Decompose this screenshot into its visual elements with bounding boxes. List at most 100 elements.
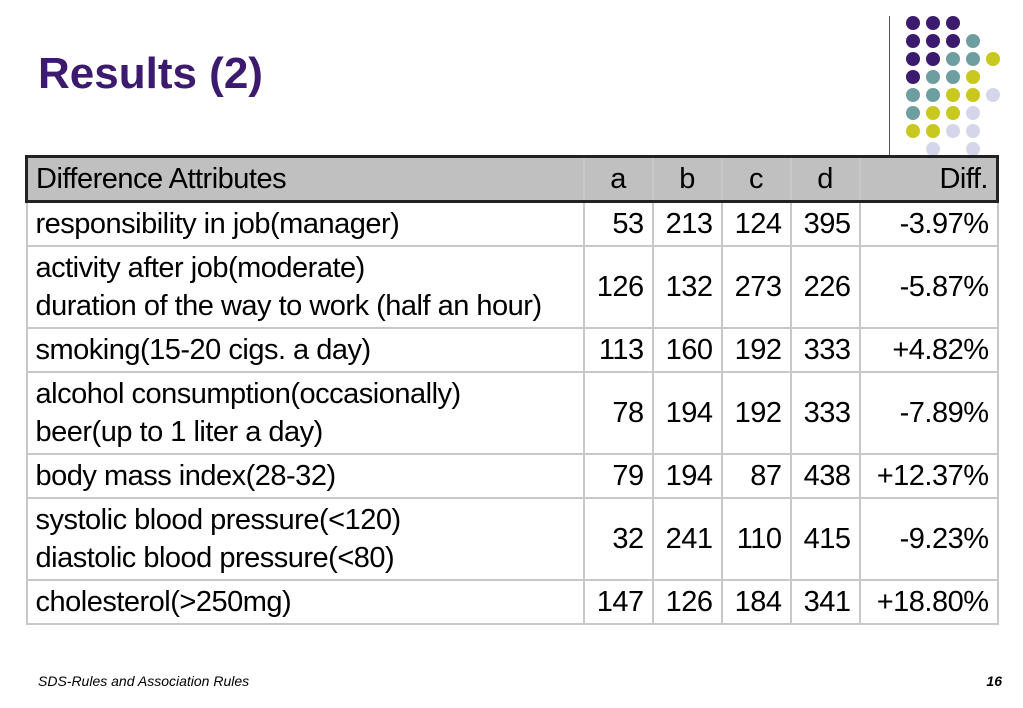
decorative-dot [946,88,960,102]
table-header-row: Difference Attributes a b c d Diff. [24,155,999,203]
decorative-dot [946,124,960,138]
attribute-label: body mass index(28-32) [35,460,337,492]
decorative-dot [946,106,960,120]
cell-diff: -5.87% [858,245,999,329]
cell-c: 110 [720,497,792,581]
cell-d: 333 [789,327,861,373]
decorative-dot [926,106,940,120]
cell-a: 79 [582,453,654,499]
attribute-label: duration of the way to work (half an hou… [35,290,543,322]
cell-diff: +12.37% [858,453,999,499]
attribute-cell: systolic blood pressure(<120) diastolic … [25,497,585,581]
column-header-diff: Diff. [858,155,999,203]
attribute-cell: activity after job(moderate) duration of… [25,245,585,329]
decorative-dot [986,52,1000,66]
table-row: body mass index(28-32) 79 194 87 438 +12… [25,453,999,499]
cell-b: 126 [651,579,723,625]
cell-diff: +4.82% [858,327,999,373]
decorative-dot [966,88,980,102]
cell-diff: -9.23% [858,497,999,581]
decorative-dot [926,142,940,156]
column-header-b: b [651,155,723,203]
decorative-dot [966,70,980,84]
decorative-dot [966,34,980,48]
slide-title: Results (2) [38,49,263,98]
attribute-label: systolic blood pressure(<120) [35,504,402,536]
cell-b: 160 [651,327,723,373]
decorative-dot [926,16,940,30]
cell-b: 132 [651,245,723,329]
attribute-label: alcohol consumption(occasionally) [35,378,462,410]
decorative-dot [966,52,980,66]
footer-course-title: SDS-Rules and Association Rules [38,673,250,689]
decorative-dot [966,106,980,120]
attribute-label: cholesterol(>250mg) [35,586,292,618]
decorative-divider [889,16,890,155]
decorative-dot [946,70,960,84]
attribute-label: responsibility in job(manager) [35,208,400,240]
decorative-dot [926,70,940,84]
attribute-label: activity after job(moderate) [35,252,366,284]
attribute-label: diastolic blood pressure(<80) [35,542,395,574]
attribute-cell: body mass index(28-32) [25,453,585,499]
table-row: activity after job(moderate) duration of… [25,245,999,329]
page-number: 16 [986,673,1002,689]
cell-a: 126 [582,245,654,329]
cell-c: 184 [720,579,792,625]
cell-a: 113 [582,327,654,373]
attribute-cell: alcohol consumption(occasionally) beer(u… [25,371,585,455]
table-row: smoking(15-20 cigs. a day) 113 160 192 3… [25,327,999,373]
cell-a: 32 [582,497,654,581]
table-row: systolic blood pressure(<120) diastolic … [25,497,999,581]
column-header-c: c [720,155,792,203]
decorative-dot [926,52,940,66]
cell-b: 194 [651,371,723,455]
cell-diff: +18.80% [858,579,999,625]
attribute-cell: smoking(15-20 cigs. a day) [25,327,585,373]
decorative-dot [926,34,940,48]
cell-d: 415 [789,497,861,581]
table-row: responsibility in job(manager) 53 213 12… [25,200,999,247]
cell-b: 241 [651,497,723,581]
decorative-dot-grid [906,12,1016,156]
decorative-dot [966,124,980,138]
cell-d: 226 [789,245,861,329]
cell-d: 333 [789,371,861,455]
decorative-dot [906,70,920,84]
decorative-dot [926,124,940,138]
decorative-dot [906,88,920,102]
cell-a: 78 [582,371,654,455]
decorative-dot [906,124,920,138]
decorative-dot [906,52,920,66]
decorative-dot [946,52,960,66]
decorative-dot [906,16,920,30]
cell-diff: -3.97% [858,200,999,247]
decorative-dot [986,88,1000,102]
cell-c: 124 [720,200,792,247]
results-table: Difference Attributes a b c d Diff. resp… [24,155,999,625]
cell-c: 192 [720,327,792,373]
cell-c: 192 [720,371,792,455]
cell-d: 395 [789,200,861,247]
cell-b: 213 [651,200,723,247]
cell-b: 194 [651,453,723,499]
column-header-d: d [789,155,861,203]
decorative-dot [906,34,920,48]
decorative-dot [926,88,940,102]
column-header-a: a [582,155,654,203]
decorative-dot [946,34,960,48]
decorative-dot [966,142,980,156]
cell-c: 87 [720,453,792,499]
table-row: alcohol consumption(occasionally) beer(u… [25,371,999,455]
cell-d: 341 [789,579,861,625]
attribute-cell: responsibility in job(manager) [25,200,585,247]
attribute-label: beer(up to 1 liter a day) [35,416,324,448]
cell-a: 53 [582,200,654,247]
cell-a: 147 [582,579,654,625]
decorative-dot [946,16,960,30]
cell-diff: -7.89% [858,371,999,455]
column-header-attributes: Difference Attributes [24,155,585,203]
attribute-cell: cholesterol(>250mg) [25,579,585,625]
decorative-dot [906,106,920,120]
cell-c: 273 [720,245,792,329]
